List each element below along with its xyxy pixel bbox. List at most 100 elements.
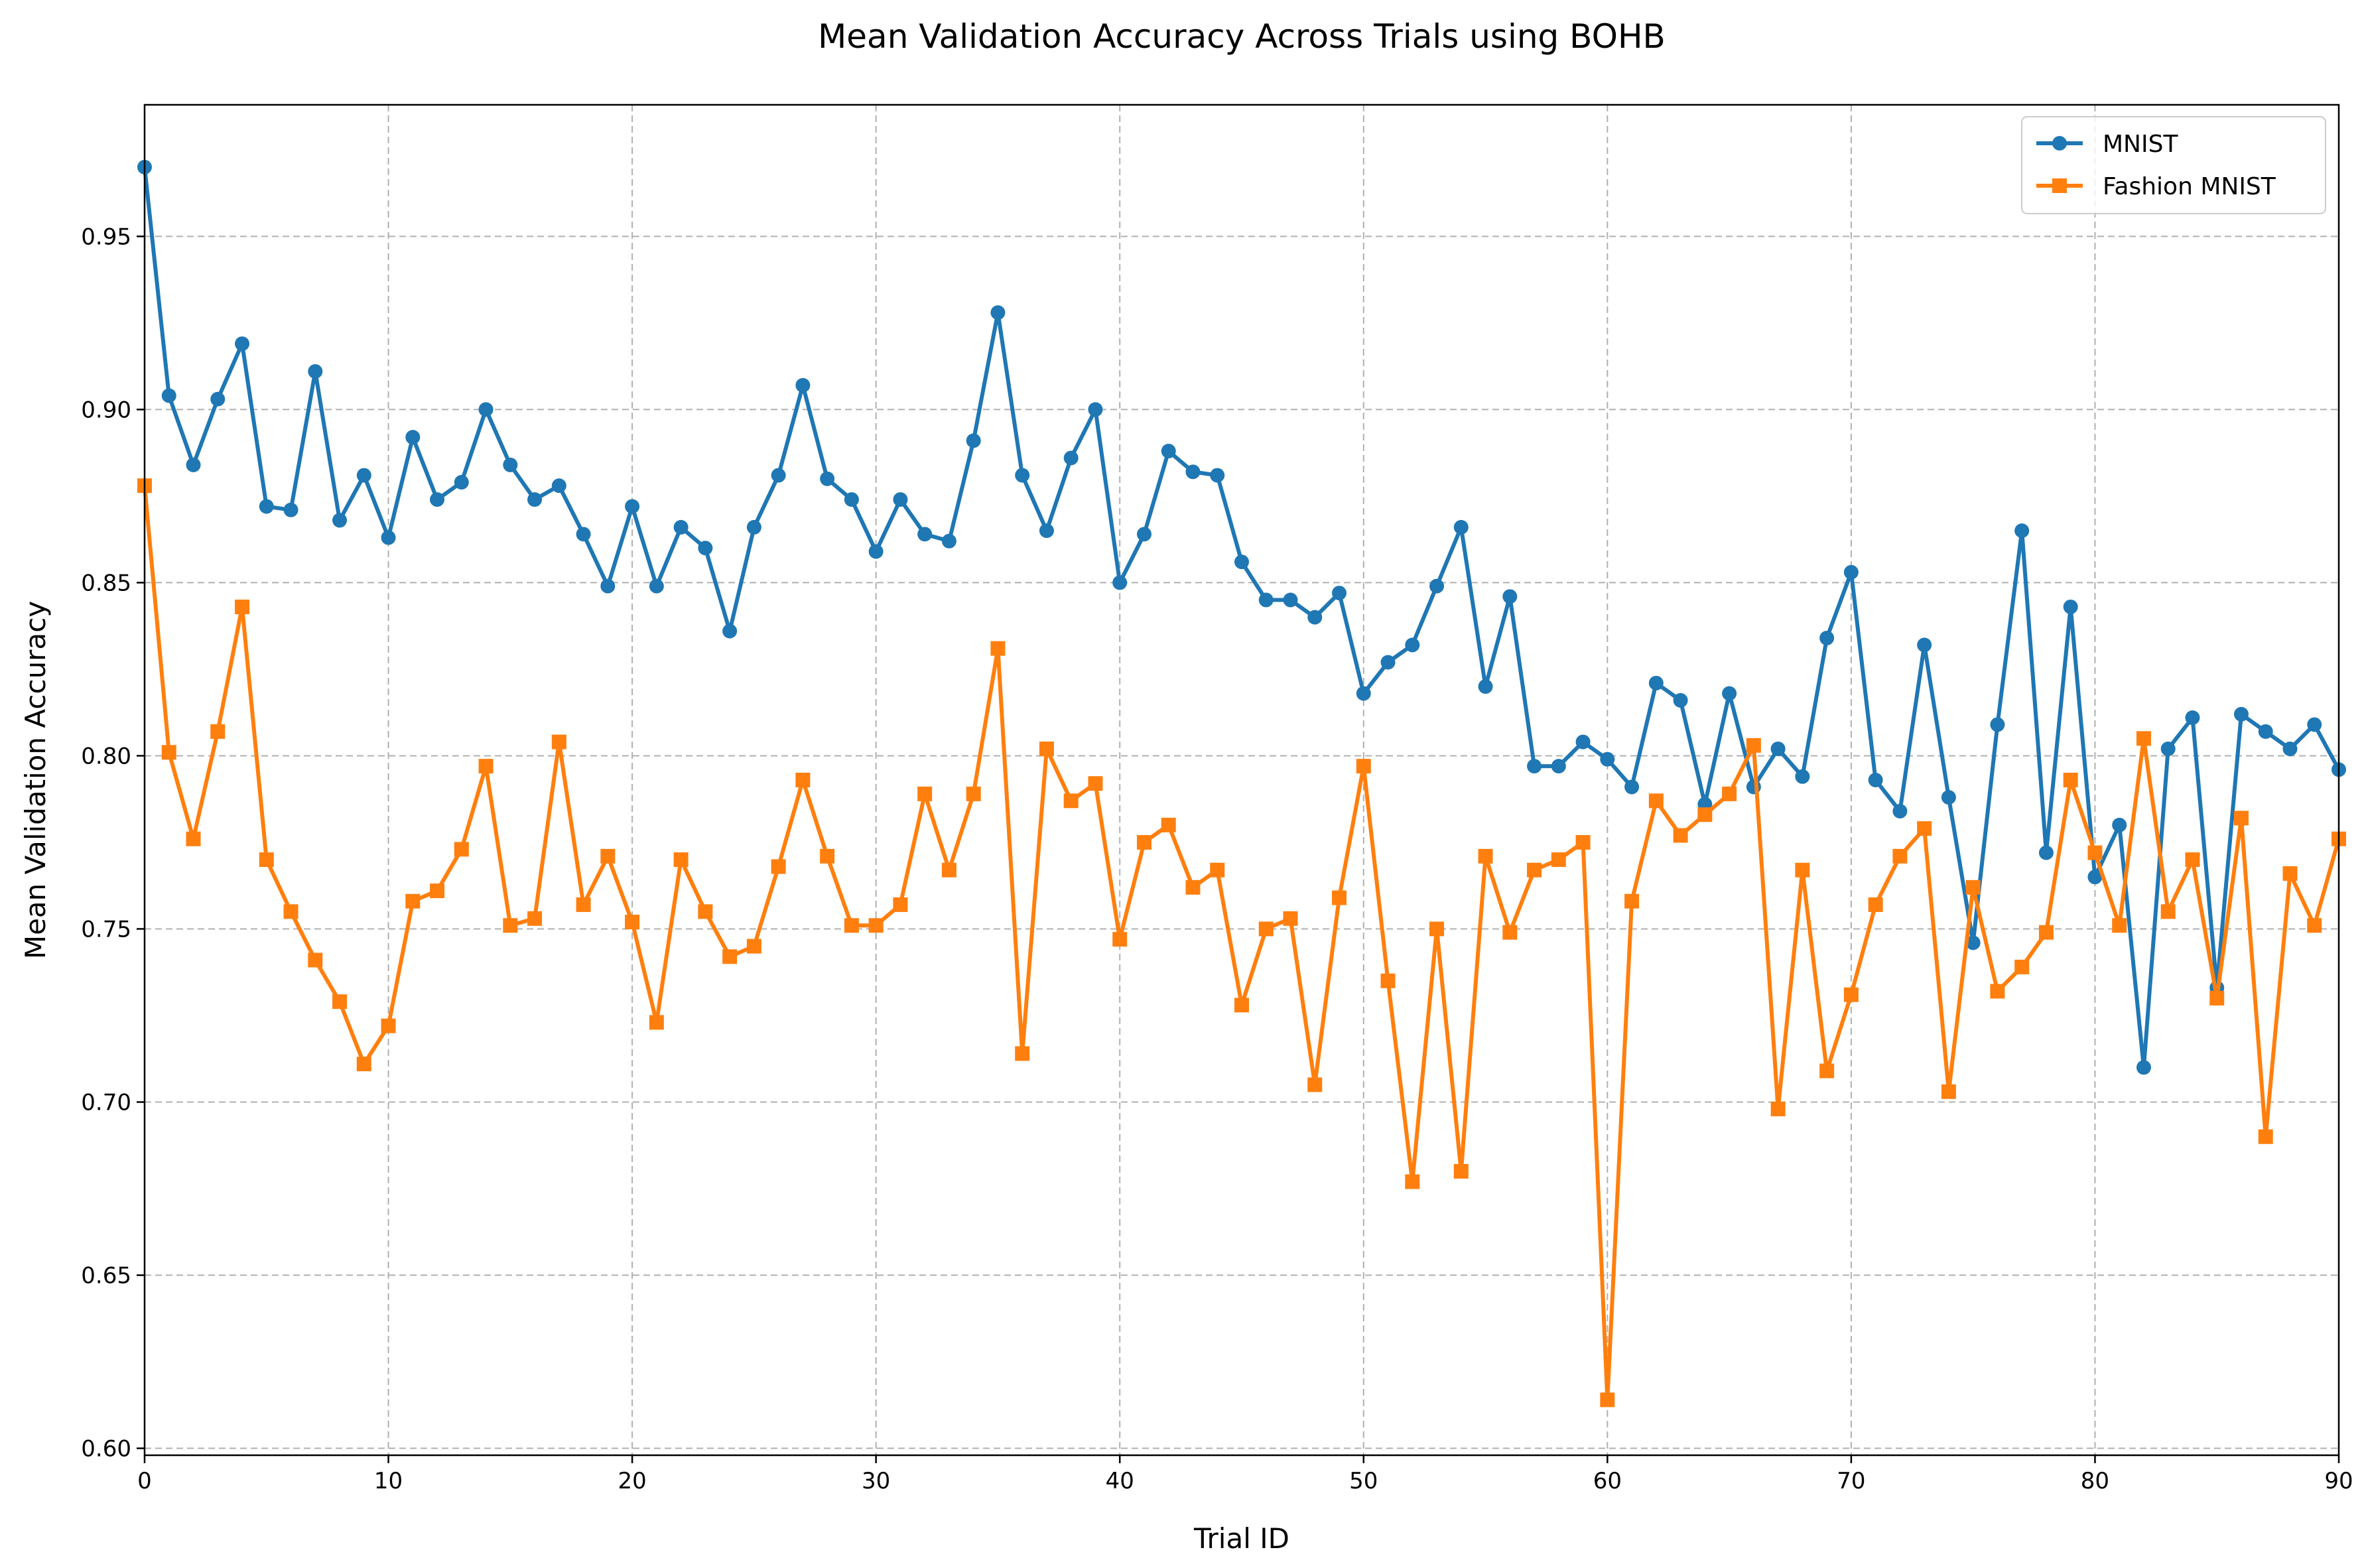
x-tick-label: 80 [2081,1468,2109,1494]
data-point-fashion-mnist [2063,773,2078,787]
legend-marker-mnist [2052,136,2067,151]
data-point-mnist [1185,464,1201,480]
data-point-fashion-mnist [917,786,933,801]
data-point-mnist [283,502,298,517]
data-point-fashion-mnist [478,759,493,774]
data-point-mnist [454,475,469,490]
data-point-mnist [2160,742,2176,757]
legend: MNIST Fashion MNIST [2021,116,2326,214]
x-tick-label: 20 [618,1468,646,1494]
data-point-mnist [1039,523,1054,539]
data-point-fashion-mnist [1088,776,1103,791]
data-point-fashion-mnist [210,724,226,739]
data-point-fashion-mnist [1356,759,1371,774]
data-point-fashion-mnist [1332,890,1347,905]
data-point-fashion-mnist [2185,852,2200,868]
data-point-mnist [2185,710,2200,726]
legend-box [2021,116,2326,214]
x-tick-label: 60 [1593,1468,1622,1494]
data-point-fashion-mnist [1965,880,1981,895]
data-point-mnist [2063,599,2078,614]
data-point-fashion-mnist [308,952,323,968]
data-point-fashion-mnist [2282,866,2298,881]
x-axis-label: Trial ID [1193,1522,1289,1555]
data-point-mnist [1575,734,1591,750]
data-point-mnist [332,513,348,528]
data-point-mnist [1965,935,1981,950]
legend-label-fashion-mnist: Fashion MNIST [2103,173,2276,200]
data-point-mnist [1063,450,1079,466]
data-point-fashion-mnist [1502,925,1518,940]
data-point-mnist [161,388,176,403]
data-point-mnist [551,478,566,493]
data-point-fashion-mnist [1868,897,1883,912]
data-point-mnist [1478,679,1493,694]
data-point-fashion-mnist [2209,990,2225,1006]
data-point-fashion-mnist [2160,904,2176,919]
data-point-fashion-mnist [2014,959,2030,974]
data-point-fashion-mnist [1112,932,1128,947]
series-fashion-mnist [137,478,2346,1407]
data-point-fashion-mnist [722,949,738,964]
data-point-mnist [2282,742,2298,757]
data-point-mnist [1307,610,1323,625]
y-axis-label: Mean Validation Accuracy [19,601,52,959]
data-point-fashion-mnist [746,939,761,954]
y-tick-label: 0.60 [81,1436,131,1463]
data-point-fashion-mnist [527,911,543,926]
data-point-mnist [2112,817,2127,832]
data-point-fashion-mnist [161,745,176,760]
data-point-mnist [2087,870,2103,885]
data-point-mnist [1527,759,1542,774]
data-point-fashion-mnist [2087,845,2103,860]
data-point-mnist [503,457,518,472]
data-point-mnist [990,305,1006,320]
y-tick-label: 0.70 [81,1090,131,1116]
data-point-mnist [820,471,835,486]
data-point-fashion-mnist [1941,1084,1956,1099]
data-point-fashion-mnist [1648,793,1664,809]
x-tick-label: 30 [862,1468,890,1494]
data-point-mnist [1088,402,1103,417]
data-point-mnist [1258,592,1274,608]
data-point-fashion-mnist [820,848,835,864]
data-point-fashion-mnist [356,1057,371,1072]
data-point-fashion-mnist [1917,821,1932,836]
data-point-fashion-mnist [795,773,811,787]
data-point-mnist [771,468,786,483]
data-point-mnist [698,541,713,556]
data-point-mnist [527,492,543,507]
data-point-mnist [600,578,616,594]
y-tick-label: 0.95 [81,224,131,250]
data-point-mnist [625,499,640,514]
data-point-mnist [1795,769,1810,784]
data-point-fashion-mnist [1795,862,1810,878]
data-point-mnist [1380,655,1396,670]
data-point-mnist [1453,519,1469,535]
data-point-mnist [235,336,250,352]
data-point-fashion-mnist [332,994,348,1010]
data-point-mnist [722,623,738,639]
x-tick-label: 40 [1106,1468,1134,1494]
data-point-fashion-mnist [2136,731,2151,746]
data-point-mnist [1624,779,1640,795]
data-point-mnist [2014,523,2030,539]
plot-frame [143,103,2340,1457]
data-point-mnist [210,391,226,407]
data-point-fashion-mnist [1405,1174,1420,1189]
data-point-fashion-mnist [1843,987,1859,1002]
data-point-mnist [1502,589,1518,604]
legend-marker-fashion-mnist [2052,178,2067,193]
data-point-mnist [1770,742,1786,757]
data-point-fashion-mnist [1746,738,1761,753]
y-tick-label: 0.90 [81,397,131,423]
data-point-fashion-mnist [1210,862,1225,878]
data-point-mnist [1356,686,1371,701]
data-point-mnist [893,492,908,507]
data-point-mnist [844,492,859,507]
data-point-mnist [1819,630,1835,645]
data-point-mnist [576,527,591,542]
data-point-mnist [1722,686,1737,701]
data-point-mnist [966,433,981,448]
data-point-mnist [1332,586,1347,601]
